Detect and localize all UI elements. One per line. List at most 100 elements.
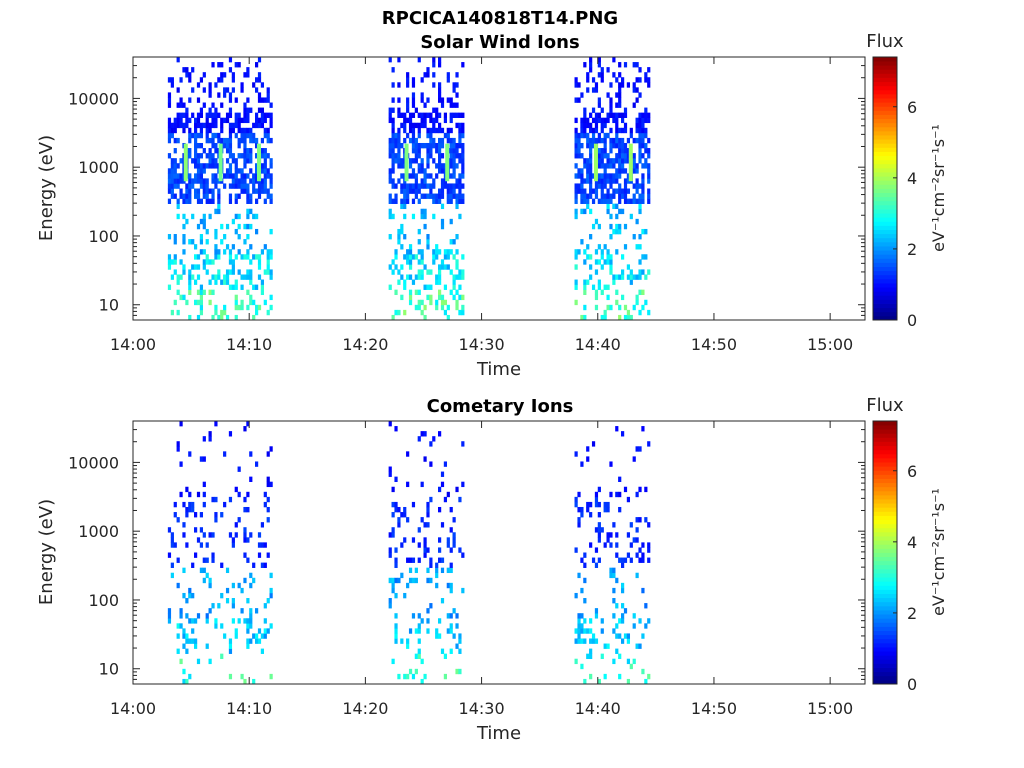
spectrogram-cell (626, 309, 631, 316)
spectrogram-cell (257, 97, 262, 103)
spectrogram-cell (391, 158, 395, 164)
spectrogram-cell (626, 188, 631, 194)
spectrogram-cell (185, 112, 189, 118)
spectrogram-cell (217, 269, 221, 275)
spectrogram-cell (623, 122, 628, 129)
spectrogram-cell (225, 168, 230, 174)
spectrogram-cell (629, 198, 633, 204)
spectrogram-cell (641, 117, 645, 124)
spectrogram-cell (438, 168, 442, 174)
spectrogram-cell (394, 562, 398, 568)
spectrogram-cell (263, 542, 267, 548)
spectrogram-cell (618, 304, 622, 311)
y-tick-label: 100 (88, 591, 119, 610)
spectrogram-cell (597, 132, 601, 139)
spectrogram-cell (586, 173, 590, 179)
spectrogram-cell (188, 451, 192, 457)
spectrogram-cell (632, 163, 636, 169)
spectrogram-cell (440, 299, 445, 306)
spectrogram-cell (423, 314, 427, 321)
spectrogram-cell (629, 663, 633, 670)
spectrogram-cell (461, 481, 465, 488)
spectrogram-cell (438, 148, 442, 154)
spectrogram-cell (583, 112, 587, 118)
spectrogram-cell (220, 62, 224, 68)
spectrogram-cell (594, 269, 599, 275)
spectrogram-cell (188, 148, 192, 154)
spectrogram-cell (202, 501, 206, 508)
spectrogram-cell (388, 57, 392, 63)
spectrogram-cell (626, 496, 631, 503)
spectrogram-cell (214, 309, 218, 316)
spectrogram-cell (449, 102, 453, 108)
spectrogram-cell (629, 279, 633, 285)
spectrogram-cell (188, 501, 192, 508)
spectrogram-cell (420, 213, 424, 220)
spectrogram-cell (449, 198, 453, 204)
spectrogram-cell (603, 506, 607, 513)
spectrogram-cell (417, 153, 421, 159)
spectrogram-cell (228, 259, 233, 265)
spectrogram-cell (266, 112, 270, 118)
spectrogram-cell (173, 239, 177, 245)
spectrogram-cell (246, 153, 250, 159)
spectrogram-cell (618, 491, 622, 498)
colorbar-tick-label: 6 (907, 462, 917, 481)
spectrogram-cell (615, 577, 619, 584)
colorbar-swatch (873, 626, 897, 631)
spectrogram-cell (609, 264, 613, 270)
colorbar-swatch (873, 573, 897, 578)
spectrogram-cell (440, 97, 445, 103)
spectrogram-cell (202, 183, 206, 189)
spectrogram-cell (411, 102, 416, 108)
spectrogram-cell (455, 249, 459, 255)
spectrogram-cell (583, 132, 587, 139)
spectrogram-cell (443, 249, 448, 255)
spectrogram-cell (196, 193, 201, 199)
spectrogram-cell (574, 188, 578, 194)
spectrogram-cell (266, 269, 270, 275)
spectrogram-cell (237, 582, 241, 589)
spectrogram-cell (202, 264, 206, 270)
spectrogram-cell (603, 198, 607, 204)
spectrogram-cell (243, 618, 247, 624)
spectrogram-cell (429, 562, 433, 568)
flux-peak (404, 143, 409, 182)
spectrogram-cell (243, 158, 247, 164)
spectrogram-cell (182, 112, 186, 118)
spectrogram-cell (208, 431, 212, 437)
spectrogram-cell (408, 183, 413, 189)
spectrogram-cell (170, 82, 174, 88)
colorbar-swatch (873, 303, 897, 309)
spectrogram-cell (252, 178, 256, 184)
spectrogram-cell (597, 62, 601, 68)
spectrogram-cell (176, 446, 180, 452)
spectrogram-cell (255, 304, 259, 311)
spectrogram-cell (173, 137, 177, 144)
spectrogram-cell (243, 117, 247, 124)
spectrogram-cell (638, 517, 642, 523)
spectrogram-cell (263, 112, 267, 118)
spectrogram-cell (252, 678, 256, 685)
spectrogram-cell (426, 112, 430, 118)
spectrogram-cell (638, 643, 642, 649)
spectrogram-cell (199, 542, 204, 548)
spectrogram-cell (635, 77, 639, 83)
spectrogram-cell (211, 314, 215, 321)
spectrogram-cell (231, 183, 235, 189)
spectrogram-cell (205, 239, 209, 245)
spectrogram-cell (586, 506, 590, 513)
colorbar-swatch (873, 564, 897, 570)
spectrogram-cell (417, 527, 421, 533)
spectrogram-cell (461, 127, 465, 134)
spectrogram-cell (414, 274, 418, 280)
spectrogram-cell (589, 193, 593, 199)
spectrogram-cell (388, 148, 392, 154)
spectrogram-cell (449, 193, 453, 199)
spectrogram-cell (269, 304, 273, 311)
spectrogram-cell (202, 491, 206, 498)
spectrogram-cell (426, 244, 430, 250)
spectrogram-cell (176, 198, 180, 204)
spectrogram-cell (452, 254, 456, 260)
colorbar-swatch (873, 552, 897, 558)
